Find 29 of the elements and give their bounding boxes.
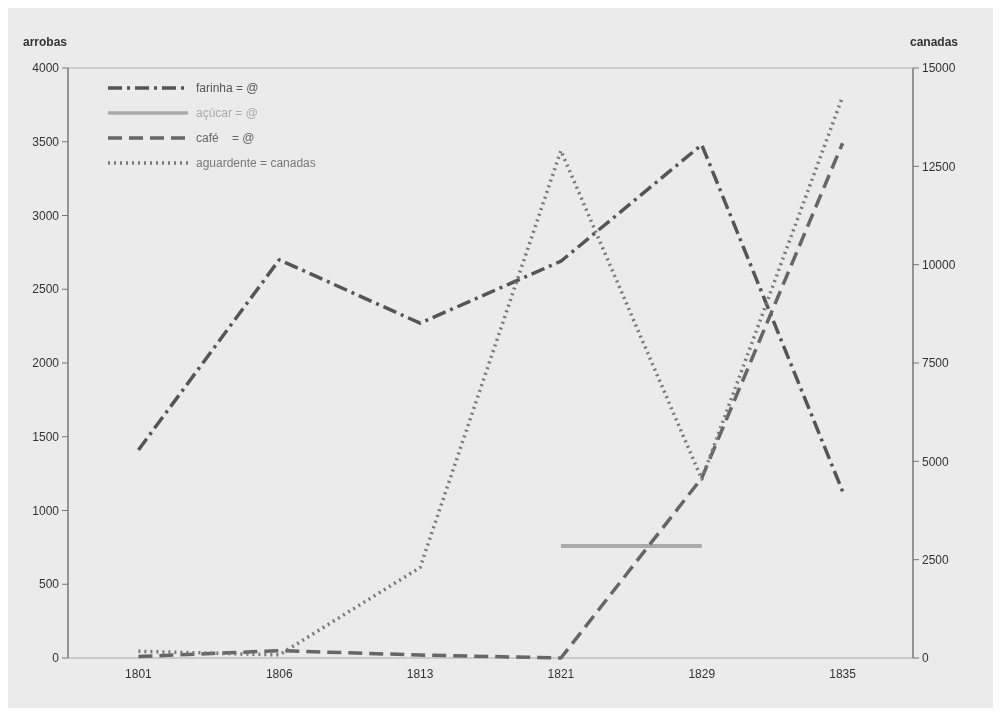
y2-tick-label: 12500: [922, 159, 956, 174]
y2-tick-label: 10000: [922, 257, 956, 272]
x-tick-label: 1806: [265, 667, 293, 681]
line-series: [136, 142, 845, 494]
text: aguardente = canadas: [196, 156, 316, 171]
y2-tick-label: 0: [922, 651, 929, 666]
text: açúcar = @: [196, 106, 258, 121]
y2-tick-label: 15000: [922, 61, 956, 76]
y2-tick-label: 2500: [922, 552, 950, 567]
y-tick-label: 500: [38, 577, 60, 592]
y-tick-label: 2000: [32, 356, 60, 371]
x-tick-label: 1835: [829, 667, 857, 681]
y-axis-title: arrobas: [23, 35, 68, 49]
x-tick-label: 1821: [547, 667, 575, 681]
y-tick-label: 1000: [32, 503, 60, 518]
y-tick-label: 2500: [32, 282, 60, 297]
y-tick-label: 3500: [32, 134, 60, 149]
text: café = @: [196, 131, 255, 146]
x-tick-label: 1801: [125, 667, 153, 681]
y-tick-label: 3000: [32, 208, 60, 223]
y2-tick-label: 7500: [922, 356, 950, 371]
text: farinha = @: [196, 81, 259, 96]
x-tick-label: 1829: [688, 667, 716, 681]
y-tick-label: 4000: [32, 61, 60, 76]
y-tick-label: 0: [52, 651, 60, 666]
x-tick-label: 1813: [406, 667, 434, 681]
y-tick-label: 1500: [32, 429, 60, 444]
y2-tick-label: 5000: [922, 454, 950, 469]
y2-axis-title: canadas: [909, 35, 959, 49]
